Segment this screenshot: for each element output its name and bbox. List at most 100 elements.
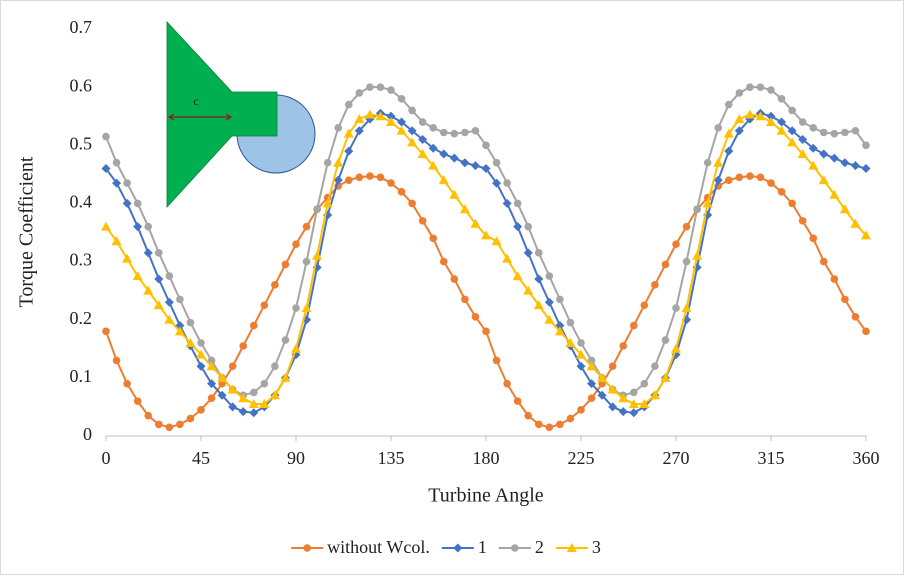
marker [122, 253, 133, 263]
inset-arrowhead [167, 113, 175, 121]
x-tick-label: 135 [378, 448, 405, 468]
marker [376, 173, 385, 182]
marker [492, 356, 501, 365]
marker [566, 414, 575, 423]
marker [692, 250, 703, 260]
marker [534, 274, 544, 284]
marker [577, 339, 585, 347]
marker [818, 175, 829, 185]
marker [576, 361, 586, 371]
y-tick-label: 0.6 [70, 75, 93, 95]
marker [133, 199, 142, 208]
marker [397, 117, 407, 127]
marker [776, 125, 787, 135]
marker [829, 153, 839, 163]
marker [787, 137, 798, 147]
marker [302, 222, 311, 231]
legend-item: without Wcol. [291, 537, 430, 557]
marker [354, 114, 365, 124]
marker [839, 204, 850, 214]
y-tick-label: 0 [83, 424, 92, 444]
marker [545, 423, 554, 432]
marker [292, 304, 300, 312]
marker [556, 295, 564, 304]
marker [196, 361, 206, 371]
marker [577, 406, 585, 414]
x-tick-label: 225 [568, 448, 595, 468]
marker [862, 141, 870, 150]
marker [714, 124, 723, 132]
marker [428, 160, 439, 170]
marker [513, 199, 522, 208]
marker [639, 399, 650, 409]
marker [651, 362, 659, 371]
marker [461, 128, 469, 137]
marker [618, 393, 629, 403]
marker [249, 321, 258, 330]
marker [746, 172, 754, 180]
marker [364, 109, 375, 119]
marker [586, 361, 597, 371]
marker [861, 230, 871, 240]
marker [123, 379, 131, 388]
marker [312, 250, 323, 260]
marker [523, 248, 533, 258]
marker [808, 160, 819, 170]
marker [787, 126, 797, 136]
marker [851, 126, 860, 135]
x-tick-label: 270 [663, 448, 690, 468]
marker [524, 222, 533, 231]
marker [513, 222, 523, 232]
marker [861, 164, 871, 174]
marker [165, 423, 174, 432]
marker [227, 384, 238, 394]
marker [366, 172, 374, 180]
marker [291, 343, 301, 353]
marker [850, 218, 861, 228]
marker [249, 388, 258, 397]
legend-item: 2 [498, 537, 544, 557]
marker [207, 356, 216, 365]
marker [207, 379, 217, 389]
marker [533, 300, 544, 310]
marker [417, 149, 428, 159]
marker [453, 543, 463, 553]
marker [471, 126, 480, 135]
marker [407, 137, 418, 147]
marker [271, 362, 279, 371]
marker [176, 420, 184, 429]
marker [735, 173, 744, 182]
marker [629, 388, 638, 397]
marker [303, 544, 311, 552]
marker [512, 271, 523, 281]
marker [396, 125, 407, 135]
marker [534, 249, 543, 257]
legend-label: 1 [478, 537, 487, 557]
marker [111, 236, 122, 246]
marker [301, 303, 312, 313]
marker [144, 222, 153, 231]
marker [439, 257, 448, 266]
marker [788, 199, 796, 208]
marker [702, 198, 713, 208]
marker [438, 175, 449, 185]
marker [217, 390, 227, 400]
y-tick-label: 0.7 [70, 17, 93, 37]
plot-area: 0 0.1 0.2 0.3 0.4 0.5 0.6 0.7 0 45 90 135 180 225 270 3… [70, 17, 880, 468]
marker [734, 114, 745, 124]
marker [482, 141, 490, 150]
inset-label: c [193, 94, 198, 108]
marker [196, 349, 206, 359]
marker [766, 117, 776, 127]
marker [366, 83, 374, 91]
marker [344, 100, 353, 109]
marker [756, 173, 765, 182]
marker [597, 372, 608, 382]
marker [154, 274, 164, 284]
marker [165, 272, 174, 280]
x-tick-label: 360 [853, 448, 880, 468]
marker [185, 337, 196, 347]
marker [259, 399, 270, 409]
marker [502, 253, 513, 263]
marker [693, 205, 701, 214]
